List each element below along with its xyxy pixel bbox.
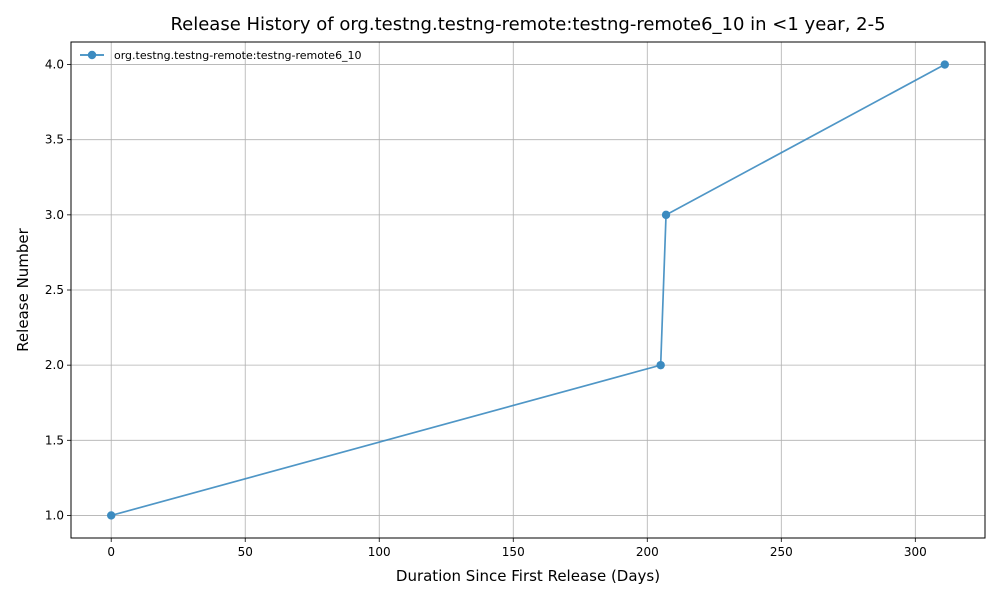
x-tick-label: 150 [502, 545, 525, 559]
y-tick-label: 4.0 [45, 58, 64, 72]
y-tick-label: 1.0 [45, 508, 64, 522]
chart-title: Release History of org.testng.testng-rem… [170, 14, 885, 35]
x-tick-label: 300 [904, 545, 927, 559]
axis-ticks: 0 50 100 150 200 250 300 1.0 1.5 2.0 2.5 3.0 3.5 4.0 [45, 58, 927, 559]
data-point [940, 60, 949, 69]
y-tick-label: 1.5 [45, 433, 64, 447]
y-tick-label: 2.0 [45, 358, 64, 372]
x-tick-label: 200 [636, 545, 659, 559]
data-point [107, 511, 116, 520]
grid [71, 42, 985, 538]
series-layer [107, 60, 949, 520]
x-tick-label: 100 [368, 545, 391, 559]
series-line [110, 63, 946, 517]
y-tick-label: 3.5 [45, 133, 64, 147]
x-tick-label: 250 [770, 545, 793, 559]
data-point [661, 210, 671, 220]
legend: org.testng.testng-remote:testng-remote6_… [80, 49, 362, 62]
x-tick-label: 50 [238, 545, 253, 559]
data-point [656, 360, 665, 370]
legend-marker-swatch [87, 50, 97, 60]
x-axis-label: Duration Since First Release (Days) [396, 567, 660, 585]
legend-label: org.testng.testng-remote:testng-remote6_… [114, 49, 362, 62]
y-tick-label: 3.0 [45, 208, 64, 222]
x-tick-label: 0 [107, 545, 115, 559]
y-tick-label: 2.5 [45, 283, 64, 297]
y-axis-label: Release Number [14, 227, 32, 351]
